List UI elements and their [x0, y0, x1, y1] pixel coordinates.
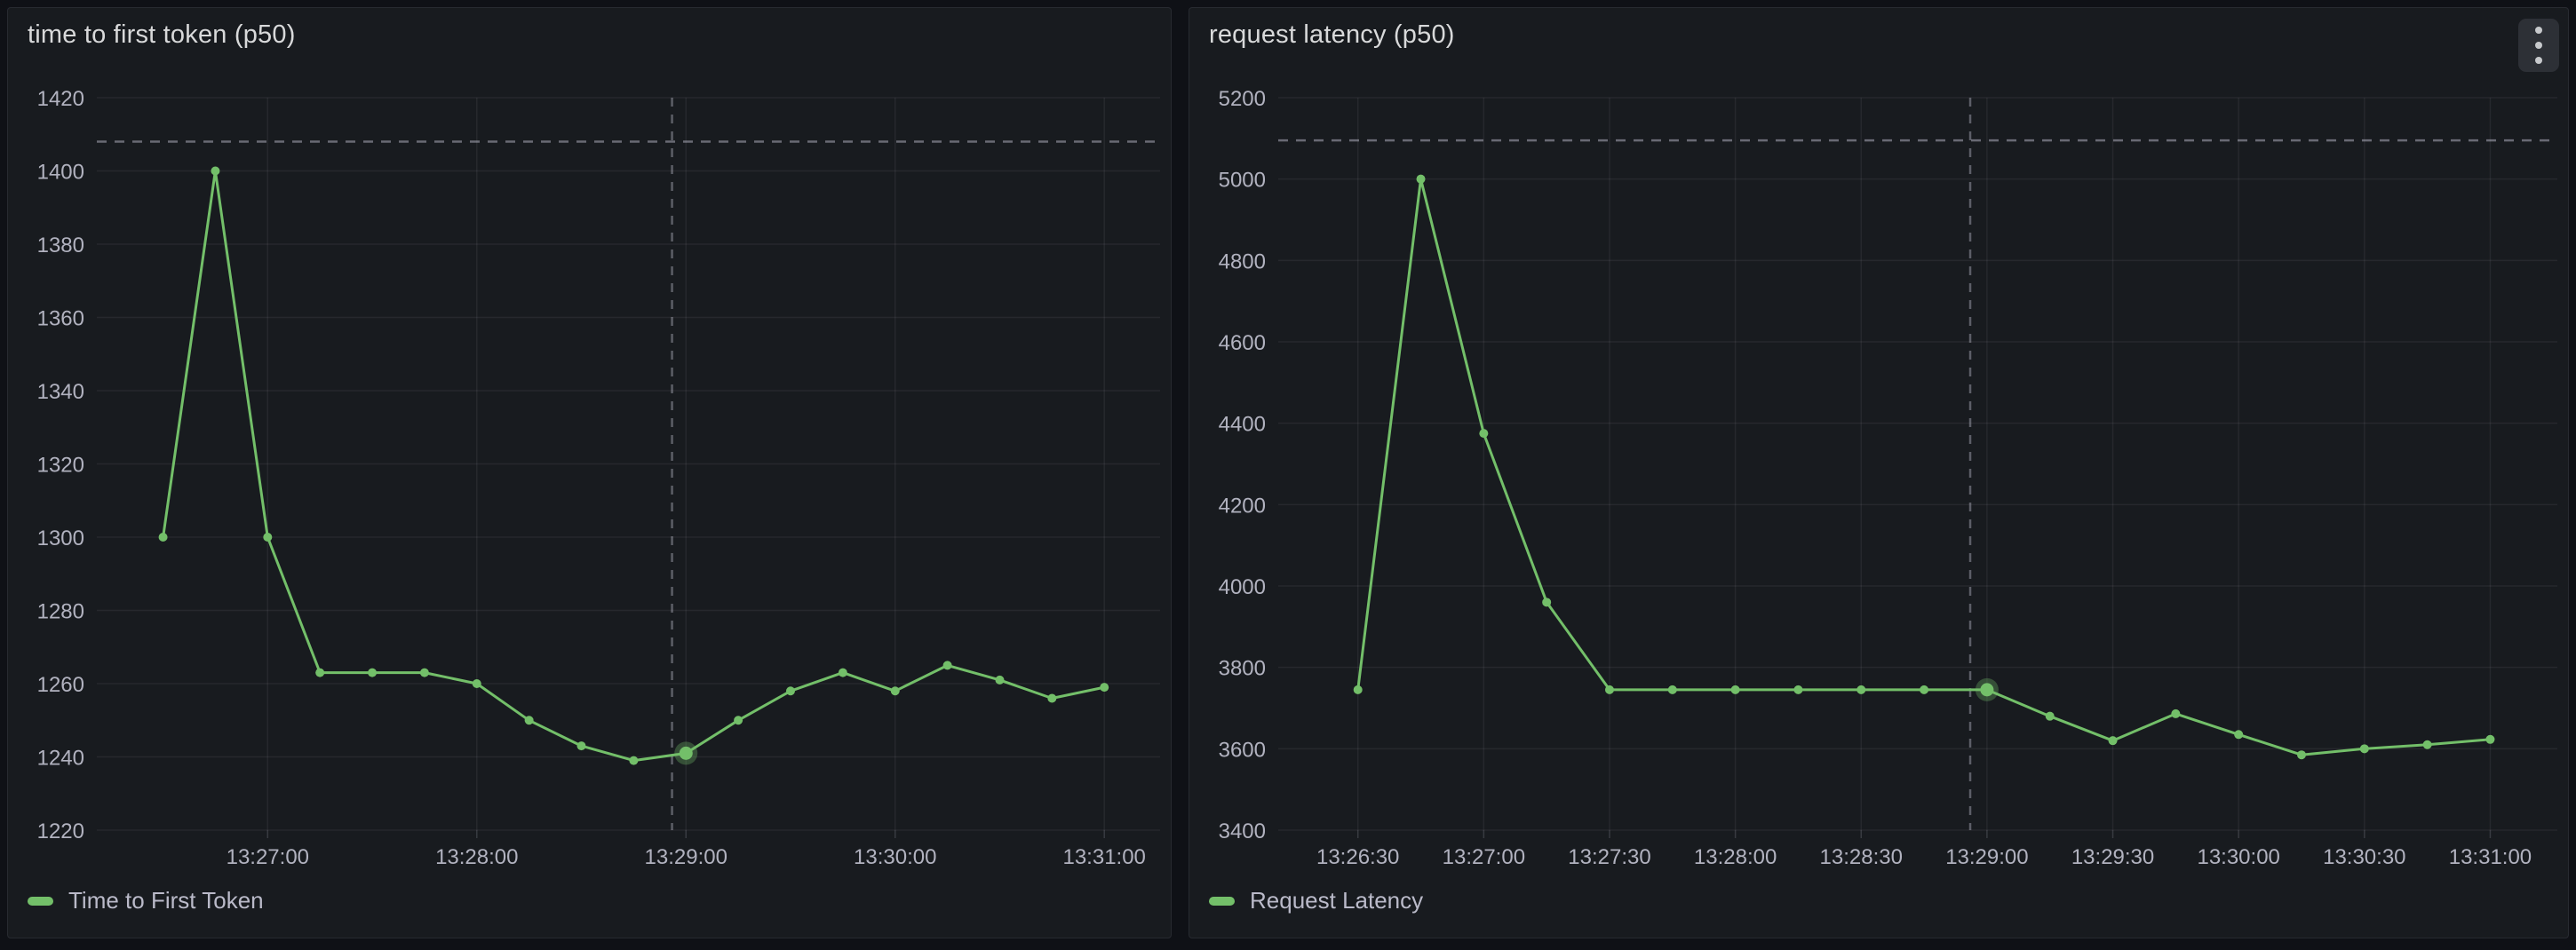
data-point[interactable]	[2485, 734, 2495, 744]
data-point[interactable]	[2422, 740, 2432, 749]
x-axis-tick-label: 13:28:00	[1694, 845, 1777, 869]
data-point[interactable]	[1100, 683, 1109, 693]
data-point[interactable]	[995, 675, 1005, 685]
panel-title[interactable]: time to first token (p50)	[28, 20, 296, 49]
data-point[interactable]	[2108, 736, 2118, 746]
chart-canvas[interactable]: 5200 5000 4800 4600 4400 4200 4000 3800 3600 3400…	[1189, 8, 2568, 938]
y-axis-tick-label: 1360	[37, 307, 84, 331]
legend-series-marker	[28, 896, 53, 906]
data-point[interactable]	[2359, 744, 2369, 754]
data-point[interactable]	[1856, 685, 1866, 694]
y-axis-tick-label: 3800	[1219, 657, 1266, 681]
chart-canvas[interactable]: 1420 1400 1380 1360 1340 1320 1300 1280 1260 1240…	[8, 8, 1171, 938]
data-point[interactable]	[1542, 598, 1552, 607]
data-point[interactable]	[472, 679, 481, 688]
data-point[interactable]	[419, 668, 429, 677]
data-point[interactable]	[263, 533, 273, 542]
kebab-vertical-icon	[2535, 27, 2542, 34]
data-point[interactable]	[838, 668, 847, 677]
y-axis-tick-label: 1240	[37, 747, 84, 771]
y-axis-tick-label: 1320	[37, 454, 84, 478]
x-axis-tick-label: 13:30:00	[854, 845, 936, 869]
x-axis-tick-label: 13:31:00	[2449, 845, 2532, 869]
y-axis-tick-label: 5200	[1219, 87, 1266, 111]
legend-item[interactable]: Request Latency	[1209, 887, 1423, 914]
data-point[interactable]	[368, 668, 378, 677]
y-axis-tick-label: 1380	[37, 234, 84, 257]
y-axis-tick-label: 4800	[1219, 249, 1266, 273]
data-point[interactable]	[1793, 685, 1803, 694]
panel-request-latency: request latency (p50) 5200 5000 4800 4600 44…	[1189, 7, 2569, 938]
legend-series-marker	[1209, 896, 1235, 906]
data-point[interactable]	[2234, 730, 2244, 740]
y-axis-tick-label: 5000	[1219, 169, 1266, 193]
kebab-vertical-icon	[2535, 57, 2542, 64]
data-point[interactable]	[1479, 429, 1489, 439]
data-point[interactable]	[1416, 174, 1426, 184]
legend-series-label: Time to First Token	[68, 887, 264, 914]
x-axis-tick-label: 13:31:00	[1062, 845, 1145, 869]
y-axis-tick-label: 4400	[1219, 413, 1266, 437]
data-point[interactable]	[2045, 711, 2055, 721]
y-axis-tick-label: 1260	[37, 673, 84, 697]
x-axis-tick-label: 13:26:30	[1316, 845, 1399, 869]
data-point[interactable]	[1730, 685, 1740, 694]
data-point[interactable]	[785, 686, 795, 696]
x-axis-tick-label: 13:29:00	[645, 845, 727, 869]
y-axis-tick-label: 4000	[1219, 575, 1266, 599]
y-axis-tick-label: 4200	[1219, 494, 1266, 518]
panel-menu-button[interactable]	[2518, 19, 2559, 72]
x-axis-tick-label: 13:27:00	[1443, 845, 1525, 869]
y-axis-tick-label: 1300	[37, 526, 84, 550]
x-axis-tick-label: 13:28:30	[1820, 845, 1903, 869]
y-axis-tick-label: 1400	[37, 161, 84, 185]
x-axis-tick-label: 13:30:00	[2197, 845, 2279, 869]
series-line	[162, 170, 1106, 763]
y-axis-tick-label: 4600	[1219, 331, 1266, 355]
panel-time-to-first-token: time to first token (p50) 1420 1400 1380 13…	[7, 7, 1172, 938]
y-axis-tick-label: 3600	[1219, 738, 1266, 762]
panel-title[interactable]: request latency (p50)	[1209, 20, 1455, 49]
data-point[interactable]	[1604, 685, 1614, 694]
y-axis-tick-label: 1340	[37, 380, 84, 404]
series-line	[1356, 178, 2492, 756]
y-axis-tick-label: 1220	[37, 819, 84, 843]
data-point[interactable]	[524, 716, 534, 725]
data-point[interactable]	[211, 166, 220, 176]
data-point[interactable]	[890, 686, 900, 696]
y-axis-tick-label: 3400	[1219, 819, 1266, 843]
data-point[interactable]	[315, 668, 325, 677]
data-point[interactable]	[629, 756, 639, 765]
data-point[interactable]	[1980, 683, 1994, 697]
x-axis-tick-label: 13:29:00	[1945, 845, 2028, 869]
x-axis-tick-label: 13:30:30	[2323, 845, 2405, 869]
y-axis-tick-label: 1420	[37, 87, 84, 111]
x-axis-tick-label: 13:29:30	[2071, 845, 2154, 869]
legend-item[interactable]: Time to First Token	[28, 887, 264, 914]
data-point[interactable]	[1920, 685, 1929, 694]
data-point[interactable]	[1353, 685, 1363, 694]
kebab-vertical-icon	[2535, 42, 2542, 49]
data-point[interactable]	[1047, 693, 1057, 703]
data-point[interactable]	[942, 661, 952, 670]
data-point[interactable]	[2171, 709, 2181, 718]
data-point[interactable]	[2297, 750, 2306, 760]
data-point[interactable]	[1667, 685, 1677, 694]
data-point[interactable]	[158, 533, 168, 542]
legend-series-label: Request Latency	[1250, 887, 1424, 914]
x-axis-tick-label: 13:28:00	[435, 845, 518, 869]
y-axis-tick-label: 1280	[37, 600, 84, 624]
data-point[interactable]	[679, 746, 693, 760]
data-point[interactable]	[576, 741, 586, 751]
x-axis-tick-label: 13:27:00	[227, 845, 309, 869]
x-axis-tick-label: 13:27:30	[1568, 845, 1650, 869]
data-point[interactable]	[734, 716, 743, 725]
